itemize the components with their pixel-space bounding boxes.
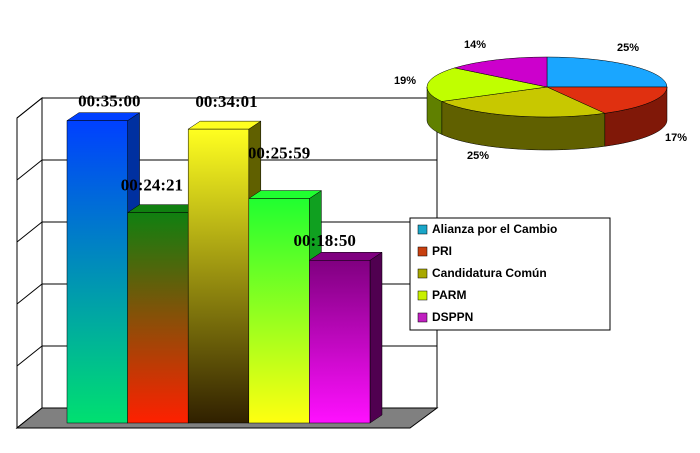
grid-line (16, 159, 43, 181)
pie-slice (546, 56, 668, 88)
legend-box (409, 217, 611, 331)
pie-slice (546, 86, 668, 114)
grid-line (16, 283, 43, 305)
bar (66, 120, 128, 424)
pie-label: 17% (665, 132, 687, 144)
pie-slice (426, 67, 548, 102)
bar-top (66, 112, 141, 121)
pie-label: 25% (467, 150, 489, 162)
grid-line (16, 97, 43, 119)
legend-label: DSPPN (432, 310, 473, 324)
pie-label: 25% (617, 42, 639, 54)
legend-label: PRI (432, 244, 452, 258)
bar (309, 260, 371, 424)
bar-top (187, 120, 262, 130)
value-label: 00:35:00 (78, 92, 140, 111)
legend-label: Alianza por el Cambio (432, 222, 557, 236)
value-label: 00:34:01 (195, 92, 257, 111)
pie-slice (440, 86, 606, 118)
value-label: 00:25:59 (248, 143, 310, 162)
grid-line (16, 345, 43, 367)
pie-slice (454, 56, 548, 88)
value-label: 00:24:21 (121, 176, 183, 195)
legend-swatch (417, 268, 428, 279)
legend-label: Candidatura Común (432, 266, 547, 280)
legend-label: PARM (432, 288, 466, 302)
side-wall (16, 96, 43, 430)
grid-line (16, 221, 43, 243)
bar-top (247, 190, 323, 199)
legend-swatch (417, 312, 428, 323)
pie-label: 19% (394, 75, 416, 87)
bar (187, 128, 250, 424)
value-label: 00:18:50 (294, 231, 356, 250)
pie-label: 14% (464, 39, 486, 51)
bar (127, 212, 189, 424)
legend-swatch (417, 246, 428, 257)
bar-side (369, 251, 383, 424)
legend-swatch (417, 290, 428, 301)
bar-top (308, 252, 383, 261)
bar (248, 198, 310, 424)
legend-swatch (417, 224, 428, 235)
